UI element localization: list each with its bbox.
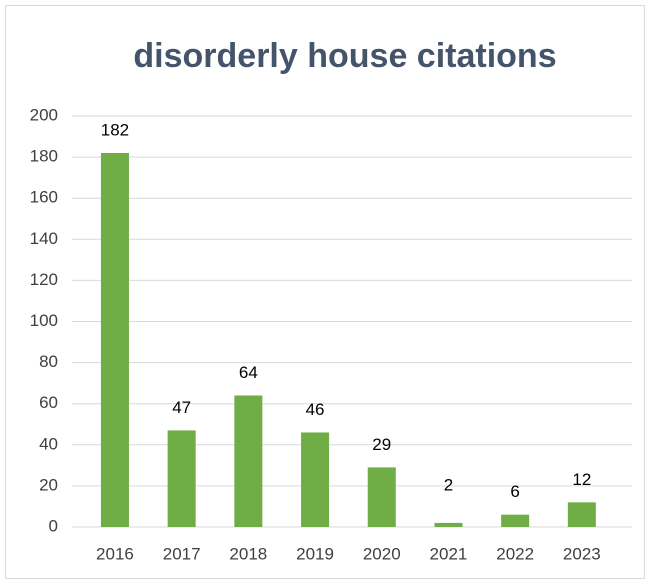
data-label: 46 — [306, 400, 325, 419]
data-label: 6 — [510, 482, 519, 501]
bar — [234, 395, 263, 527]
x-tick-label: 2017 — [163, 544, 201, 563]
x-tick-label: 2021 — [430, 544, 468, 563]
y-tick-label: 80 — [39, 352, 58, 371]
y-tick-label: 40 — [39, 434, 58, 453]
bar — [167, 430, 196, 527]
data-label: 182 — [101, 120, 129, 139]
y-tick-label: 60 — [39, 393, 58, 412]
y-tick-label: 100 — [30, 311, 58, 330]
chart-title: disorderly house citations — [133, 37, 556, 75]
bar — [501, 514, 530, 527]
y-tick-label: 180 — [30, 147, 58, 166]
bar — [567, 502, 596, 527]
x-tick-label: 2022 — [496, 544, 534, 563]
x-tick-label: 2019 — [296, 544, 334, 563]
bar — [434, 522, 463, 527]
bar — [100, 152, 129, 528]
y-tick-label: 160 — [30, 188, 58, 207]
y-tick-label: 120 — [30, 270, 58, 289]
data-label: 2 — [444, 475, 453, 494]
y-tick-label: 140 — [30, 229, 58, 248]
data-label: 64 — [239, 363, 258, 382]
x-tick-label: 2020 — [363, 544, 401, 563]
y-tick-label: 200 — [30, 105, 58, 124]
x-tick-label: 2016 — [96, 544, 134, 563]
data-label: 29 — [372, 435, 391, 454]
y-tick-label: 20 — [39, 475, 58, 494]
bar — [301, 432, 330, 527]
x-tick-label: 2018 — [229, 544, 267, 563]
x-tick-label: 2023 — [563, 544, 601, 563]
data-label: 47 — [172, 398, 191, 417]
y-tick-label: 0 — [49, 516, 58, 535]
bar — [367, 467, 396, 527]
data-label: 12 — [572, 470, 591, 489]
